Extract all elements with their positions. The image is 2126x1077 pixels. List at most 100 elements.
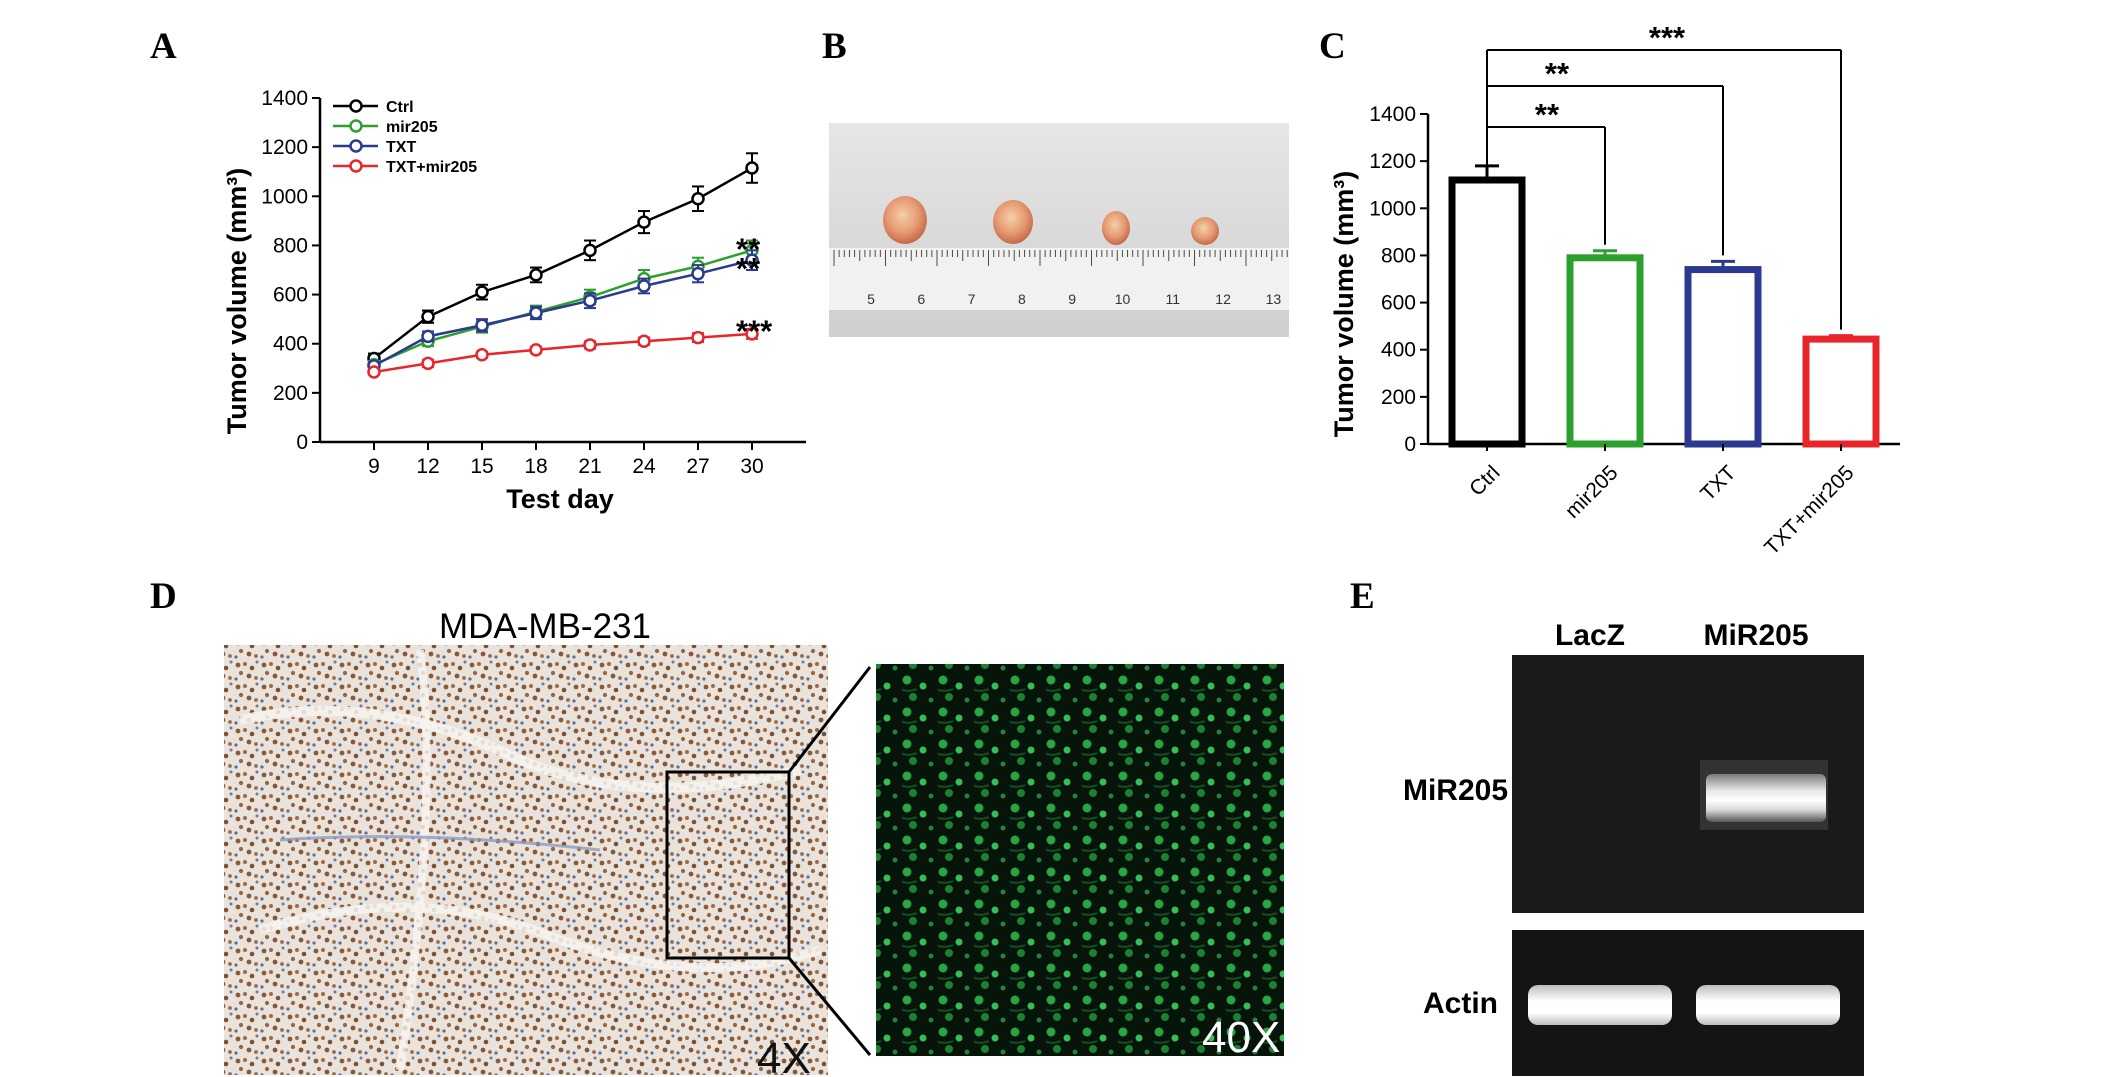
legend-marker <box>349 139 363 153</box>
y-tick-label: 1200 <box>1369 150 1416 173</box>
legend-marker <box>349 119 363 133</box>
data-point <box>475 348 489 362</box>
series-line <box>373 332 753 374</box>
x-tick-label: 18 <box>524 455 547 478</box>
fluorescence-high-mag-image <box>876 664 1284 1056</box>
stroma-band-1 <box>238 706 802 793</box>
panel-c-significance: ******* <box>1486 20 1842 330</box>
zoom-line-top <box>787 666 872 773</box>
ruler-number: 10 <box>1115 291 1131 307</box>
ruler-number: 9 <box>1068 291 1076 307</box>
panel-letter-b: B <box>822 26 847 67</box>
x-tick-label: 21 <box>578 455 601 478</box>
bar <box>1566 254 1644 448</box>
row-label-mir205: MiR205 <box>1403 774 1508 807</box>
panel-a-annotations: ******* <box>736 231 773 348</box>
data-point <box>529 343 543 357</box>
series-line <box>373 166 753 360</box>
y-tick-label: 1400 <box>261 87 308 110</box>
y-tick-label: 1400 <box>1369 103 1416 126</box>
data-point <box>745 161 759 175</box>
data-point <box>367 365 381 379</box>
x-tick-label: 24 <box>632 455 656 478</box>
panel-letter-e: E <box>1350 576 1375 617</box>
x-tick-label: 30 <box>740 455 763 478</box>
ruler-number: 5 <box>867 291 875 307</box>
y-tick-label: 600 <box>1381 292 1416 315</box>
series-line <box>373 258 753 367</box>
data-point <box>475 285 489 299</box>
ruler-number: 7 <box>968 291 976 307</box>
series-line <box>373 249 753 366</box>
lane-label-lacz: LacZ <box>1555 619 1625 652</box>
data-point <box>529 306 543 320</box>
ruler-number: 12 <box>1215 291 1231 307</box>
magnification-4x: 4X <box>757 1034 811 1077</box>
y-tick-label: 0 <box>1404 433 1416 456</box>
panel-a-legend: Ctrl mir205 TXT TXT+mir205 <box>333 99 477 176</box>
tumor-mir205 <box>993 200 1033 244</box>
ruler-number: 11 <box>1166 291 1181 307</box>
stroma-band-3 <box>396 649 431 1071</box>
panel-a-series <box>367 152 759 379</box>
series-mir205 <box>367 239 759 372</box>
data-point <box>583 338 597 352</box>
significance-marker: ** <box>1535 97 1560 132</box>
legend-marker <box>349 159 363 173</box>
data-point <box>421 356 435 371</box>
data-point <box>583 243 597 258</box>
y-tick-label: 200 <box>1381 386 1416 409</box>
panel-a-y-axis-title: Tumor volume (mm³) <box>222 168 252 435</box>
significance-marker: ** <box>736 231 761 266</box>
tumor-txt-mir205 <box>1191 217 1219 245</box>
bar <box>1802 335 1880 448</box>
ruler <box>829 248 1289 310</box>
series-ctrl <box>367 152 759 366</box>
y-tick-label: 200 <box>273 382 308 405</box>
panel-c-y-axis-title: Tumor volume (mm³) <box>1329 171 1359 438</box>
band-mir205 <box>1706 774 1826 822</box>
legend-label: Ctrl <box>386 99 414 116</box>
ruler-number: 8 <box>1018 291 1026 307</box>
magnification-40x: 40X <box>1202 1013 1280 1062</box>
panel-letter-a: A <box>150 26 177 67</box>
lane-label-mir205: MiR205 <box>1703 619 1808 652</box>
x-tick-label: Ctrl <box>1465 461 1504 500</box>
legend-marker <box>349 99 363 113</box>
row-label-actin: Actin <box>1423 987 1498 1020</box>
band-actin-lacz <box>1528 985 1672 1025</box>
significance-marker: ** <box>1545 56 1570 91</box>
bar <box>1684 266 1762 448</box>
data-point <box>421 309 435 324</box>
panel-a-axes: 0 200 400 600 800 1000 1200 1400 9 12 15 18 21 24 27 30 <box>261 87 806 478</box>
tumor-ctrl <box>883 196 927 244</box>
y-tick-label: 0 <box>296 431 308 454</box>
y-tick-label: 600 <box>273 284 308 307</box>
data-point <box>529 268 543 282</box>
ruler-numbers: 5 6 7 8 9 10 11 12 13 <box>867 291 1281 307</box>
y-tick-label: 800 <box>1381 244 1416 267</box>
legend-label: TXT+mir205 <box>386 159 477 176</box>
panel-c-axes: 0 200 400 600 800 1000 1200 1400 <box>1369 103 1900 456</box>
panel-letter-d: D <box>150 576 177 617</box>
data-point <box>421 329 435 344</box>
ruler-ticks <box>833 250 1288 266</box>
legend-label: mir205 <box>386 119 438 136</box>
x-tick-label: 15 <box>470 455 493 478</box>
y-tick-label: 1200 <box>261 136 308 159</box>
panel-b-tumor-photo: 5 6 7 8 9 10 11 12 13 <box>829 123 1289 337</box>
x-tick-label: 12 <box>416 455 439 478</box>
panel-c-bars: Ctrl mir205 TXT TXT+mir205 <box>1448 164 1880 560</box>
x-tick-label: 9 <box>368 455 380 478</box>
data-point <box>745 327 759 341</box>
y-tick-label: 1000 <box>1369 197 1416 220</box>
x-tick-label: TXT <box>1696 461 1740 505</box>
data-point <box>745 253 759 267</box>
panel-a-x-axis-title: Test day <box>506 484 614 514</box>
panel-d-histology: MDA-MB-231 4X 40X <box>224 607 1284 1077</box>
y-tick-label: 400 <box>273 333 308 356</box>
data-point <box>637 279 651 293</box>
series-txt-mir205 <box>367 327 759 379</box>
data-point <box>475 318 489 333</box>
